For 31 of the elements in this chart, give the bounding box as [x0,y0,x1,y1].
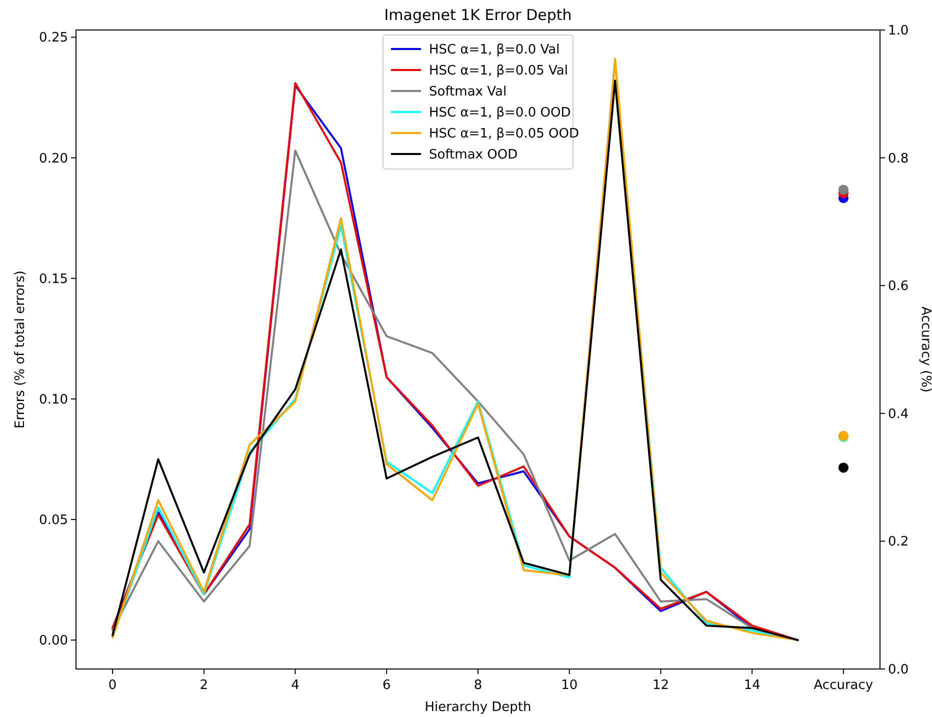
legend-label: Softmax Val [429,84,507,100]
x-tick-label: 6 [382,678,391,693]
y-axis-title: Errors (% of total errors) [13,270,28,428]
y2-tick-label: 0.4 [888,406,909,422]
legend-label: HSC α=1, β=0.05 Val [429,64,568,78]
y2-tick-label: 0.2 [888,534,909,550]
y2-tick-label: 0.6 [888,279,909,294]
y2-tick-label: 1.0 [888,24,909,38]
y-tick-label: 0.10 [39,392,68,408]
chart-title: Imagenet 1K Error Depth [384,6,572,24]
y2-tick-label: 0.0 [888,662,909,678]
x-tick-label: 0 [108,678,117,693]
x-axis-title: Hierarchy Depth [424,700,532,715]
y2-tick-label: 0.8 [888,151,909,166]
x-tick-label: 2 [200,678,208,693]
y-tick-label: 0.05 [39,513,68,528]
legend-label: Softmax OOD [429,148,518,162]
x-tick-label: 14 [744,678,760,693]
x-tick-label: 12 [652,678,669,693]
legend-label: HSC α=1, β=0.0 OOD [429,106,571,120]
x-tick-label: 8 [474,678,482,693]
x-tick-label: Accuracy [814,678,874,693]
x-tick-label: 10 [561,678,578,693]
legend-label: HSC α=1, β=0.0 Val [429,42,560,58]
y2-axis-title: Accuracy (%) [918,306,932,392]
y-tick-label: 0.20 [39,151,68,166]
y-tick-label: 0.25 [39,30,68,46]
y-tick-label: 0.15 [39,272,68,287]
legend-label: HSC α=1, β=0.05 OOD [429,126,579,142]
x-tick-label: 4 [291,678,300,693]
y-tick-label: 0.00 [39,634,68,649]
